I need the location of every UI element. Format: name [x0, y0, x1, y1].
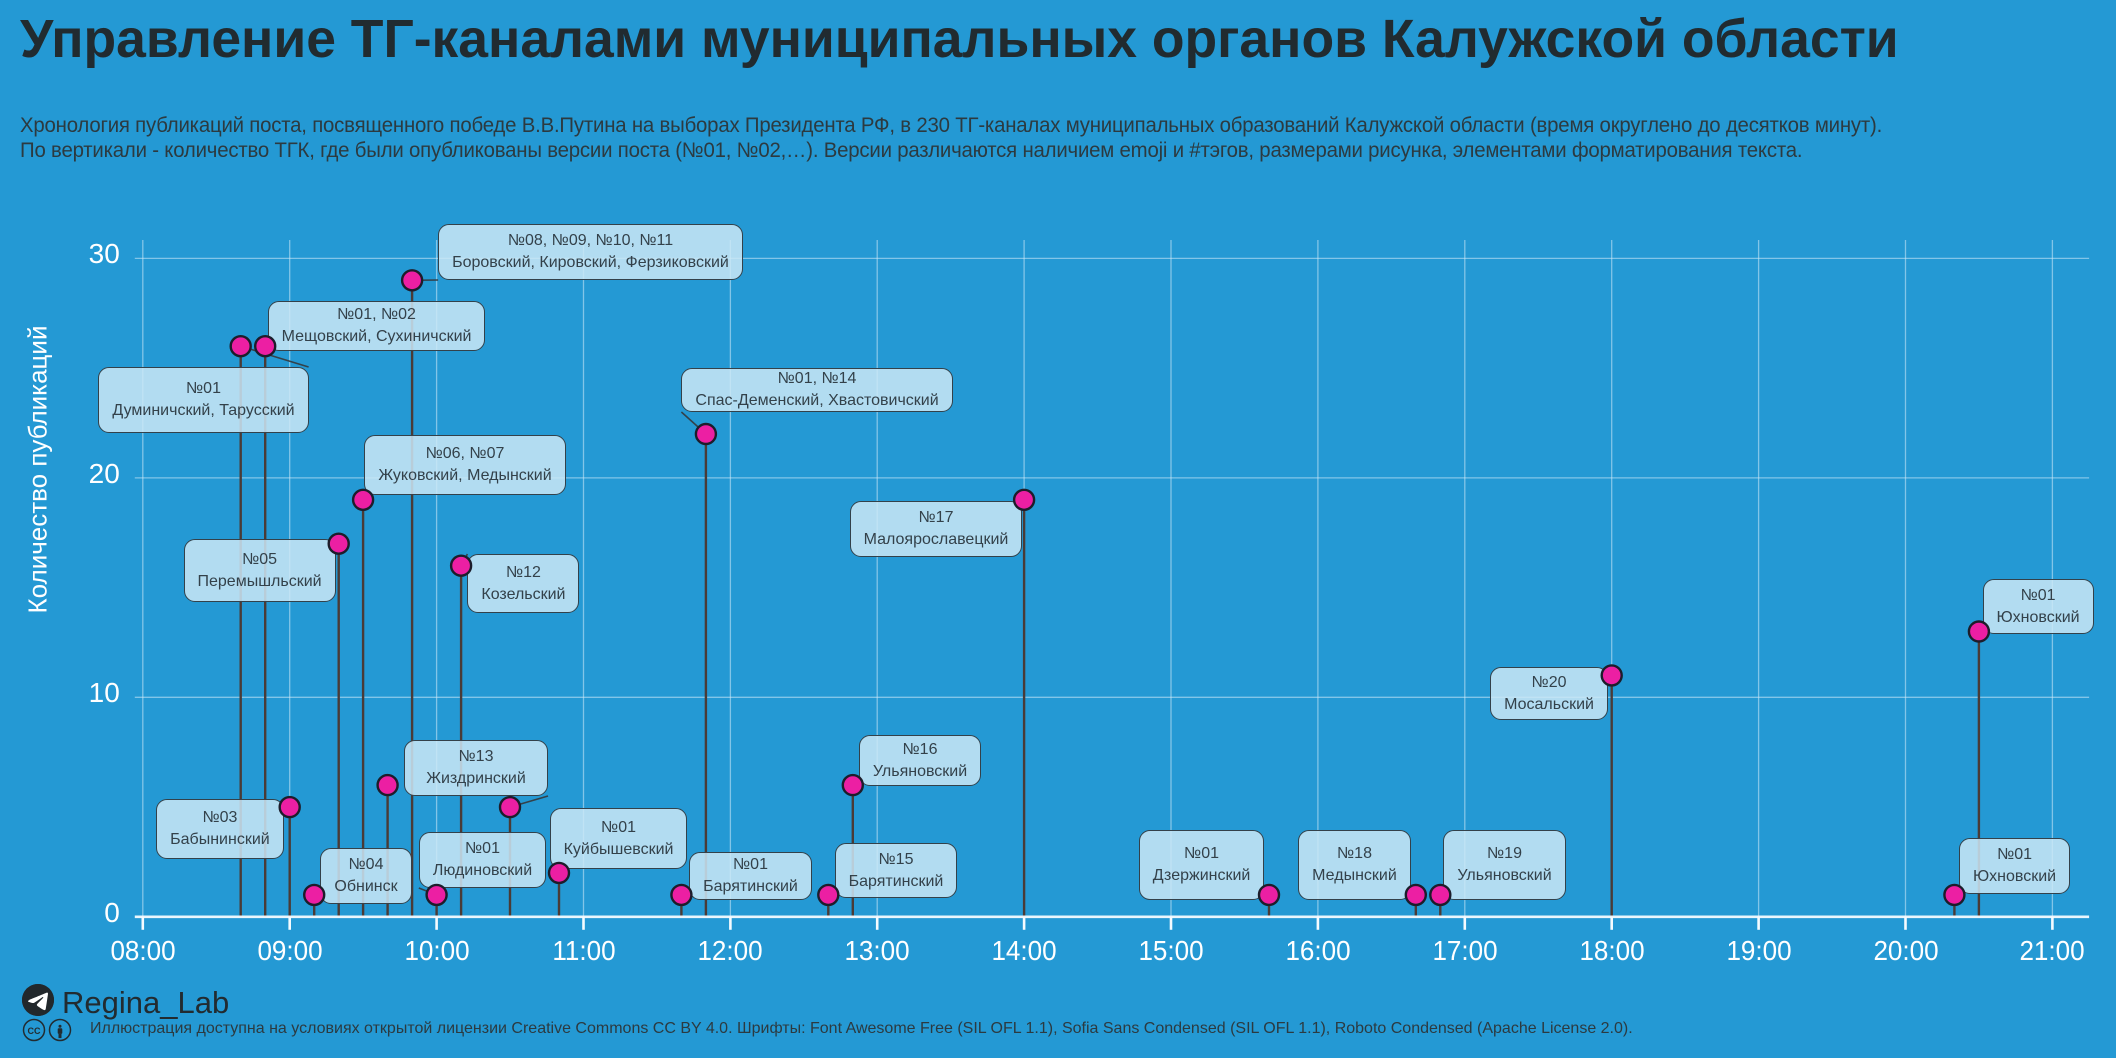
svg-text:CC: CC — [28, 1026, 41, 1036]
